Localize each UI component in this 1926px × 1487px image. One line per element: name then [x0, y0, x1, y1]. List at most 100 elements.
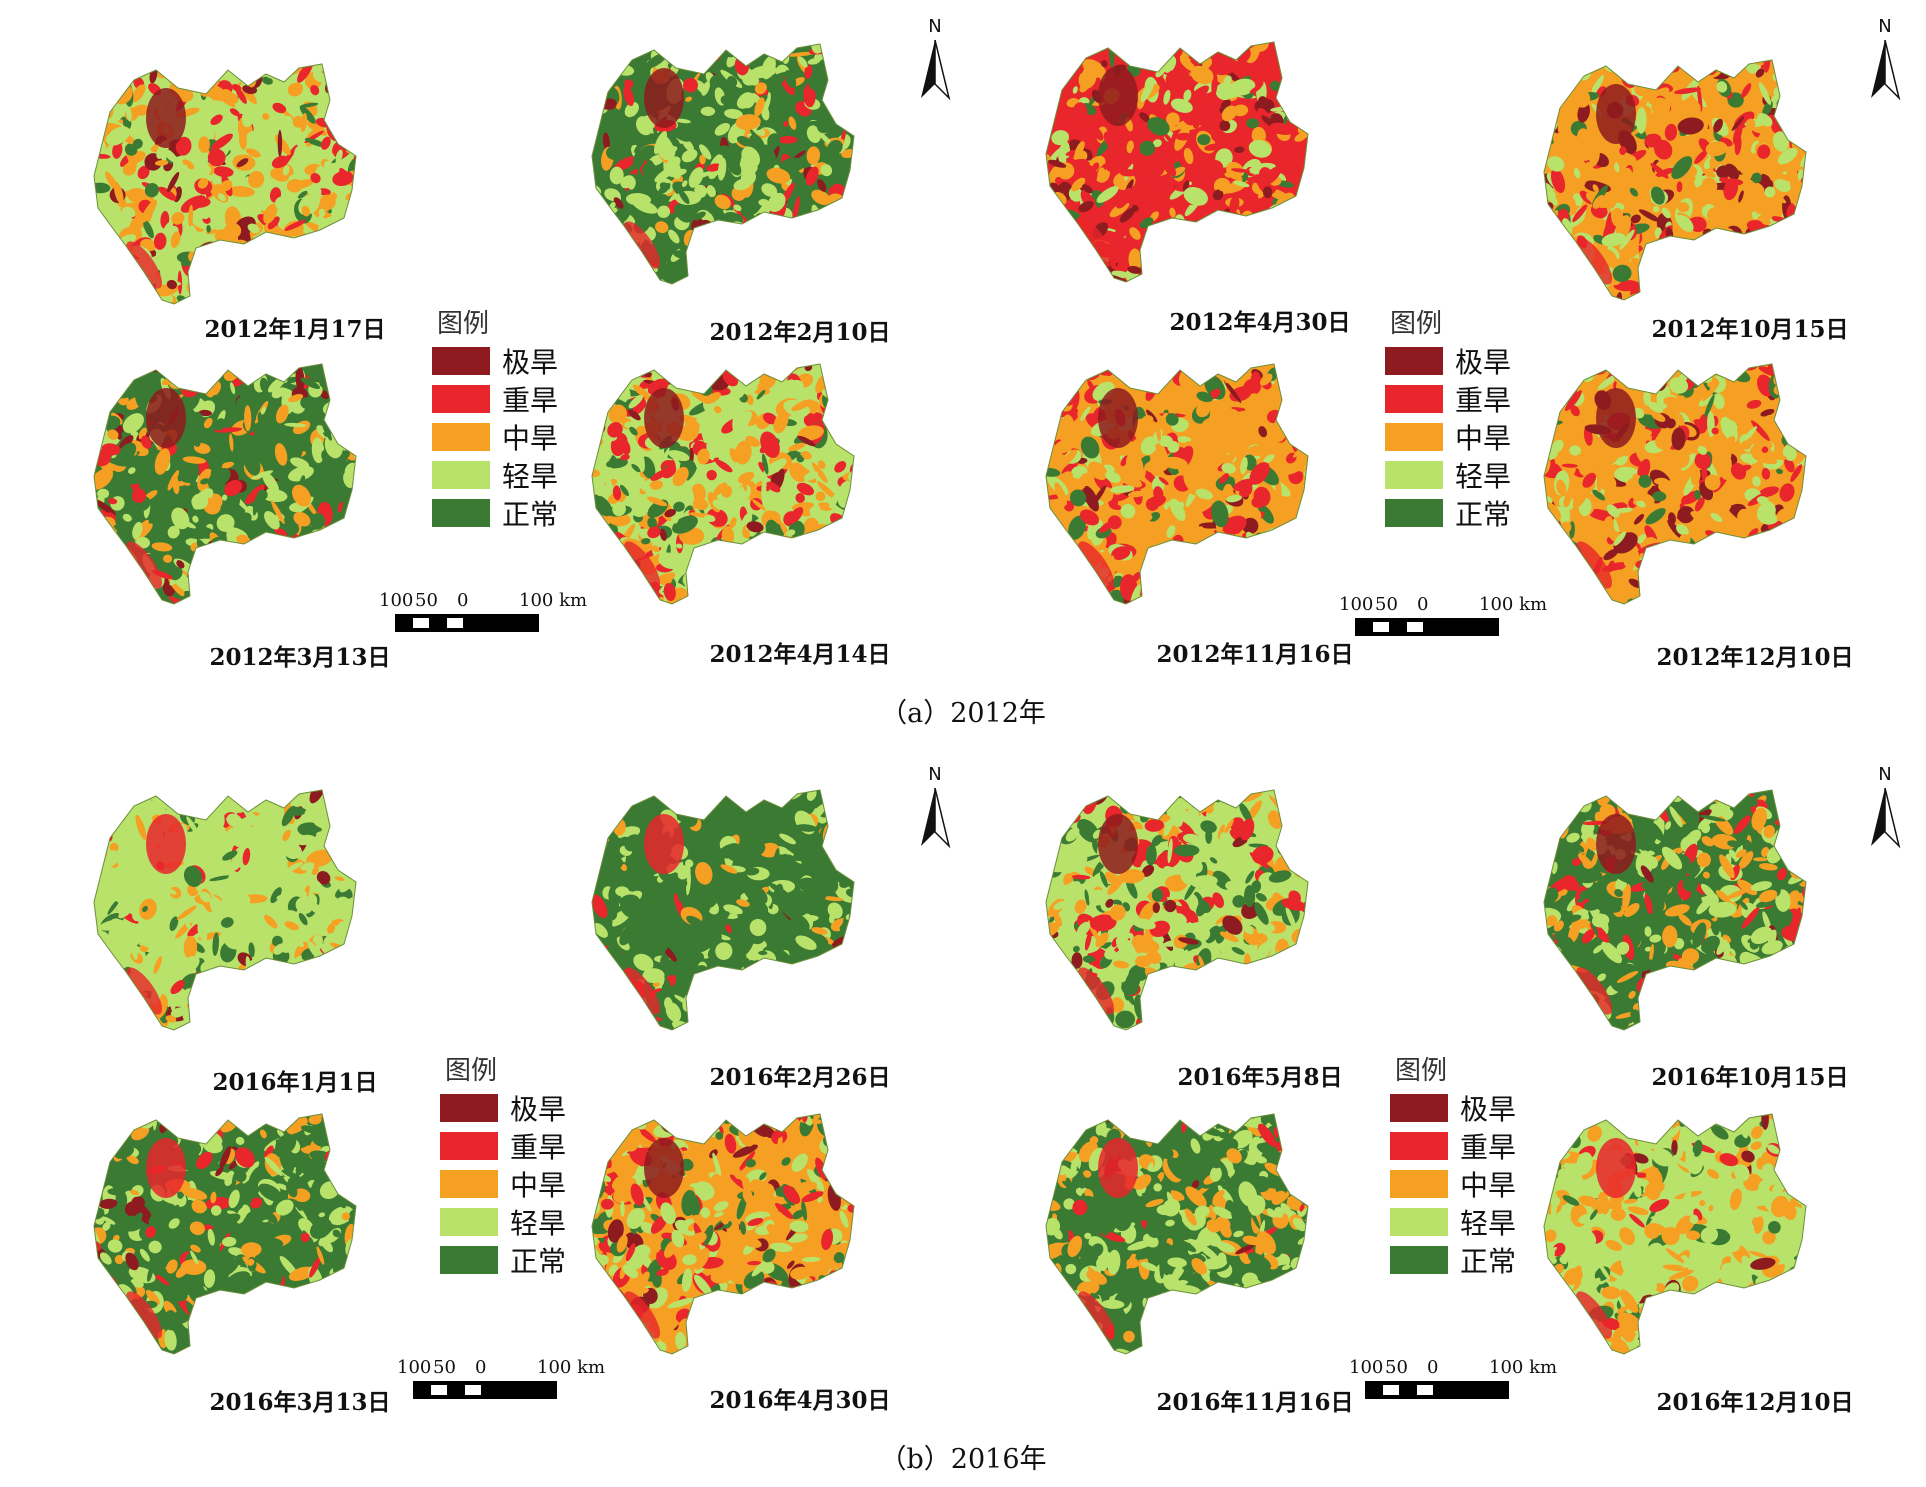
north-arrow-icon: N — [1871, 16, 1901, 101]
scale-tick-label: 100 — [1339, 594, 1373, 615]
legend-swatch — [440, 1246, 498, 1274]
legend-swatch — [1385, 347, 1443, 375]
legend-label: 极旱 — [510, 1093, 566, 1126]
drought-map — [93, 363, 357, 605]
drought-map — [1045, 1113, 1309, 1355]
legend-label: 重旱 — [1455, 384, 1511, 417]
legend-label: 正常 — [1455, 498, 1511, 531]
map-date-label: 2012年10月15日 — [1651, 316, 1848, 343]
scale-bar: 100 50 0 100 km — [1339, 594, 1547, 636]
scale-tick-label: 100 km — [537, 1357, 605, 1378]
legend-swatch — [1390, 1094, 1448, 1122]
drought-map — [1045, 363, 1309, 605]
map-date-label: 2016年3月13日 — [209, 1389, 390, 1416]
legend-label: 重旱 — [510, 1131, 566, 1164]
map-date-label: 2016年12月10日 — [1656, 1389, 1853, 1416]
scale-tick-label: 50 — [1375, 594, 1398, 615]
labels-layer: 2012年1月17日 2012年2月10日 2012年3月13日 2012年4月14日… — [204, 309, 1853, 1475]
legend-label: 中旱 — [510, 1169, 566, 1202]
map-date-label: 2012年4月30日 — [1169, 309, 1350, 336]
drought-map — [1543, 789, 1807, 1031]
legend-label: 正常 — [502, 498, 558, 531]
legend-label: 轻旱 — [1460, 1207, 1516, 1240]
map-date-label: 2012年12月10日 — [1656, 644, 1853, 671]
map-date-label: 2016年5月8日 — [1177, 1064, 1342, 1091]
legend-label: 中旱 — [502, 422, 558, 455]
drought-map — [591, 363, 855, 605]
scale-bar: 100 50 0 100 km — [397, 1357, 605, 1399]
drought-map — [591, 1113, 855, 1355]
north-arrow-icon: N — [921, 764, 951, 849]
legend-label: 极旱 — [1455, 346, 1511, 379]
drought-map — [1045, 41, 1309, 283]
legend-label: 轻旱 — [502, 460, 558, 493]
scale-tick-label: 0 — [457, 590, 468, 611]
map-date-label: 2016年11月16日 — [1156, 1389, 1353, 1416]
map-date-label: 2016年2月26日 — [709, 1064, 890, 1091]
legend-swatch — [1390, 1208, 1448, 1236]
scale-tick-label: 100 km — [519, 590, 587, 611]
drought-map — [93, 63, 357, 305]
drought-map — [93, 789, 357, 1031]
drought-map — [591, 789, 855, 1031]
panel-caption: （b）2016年 — [880, 1444, 1047, 1475]
north-arrow-icon: N — [1871, 764, 1901, 849]
legend-label: 重旱 — [502, 384, 558, 417]
drought-map — [93, 1113, 357, 1355]
legend-swatch — [440, 1208, 498, 1236]
map-date-label: 2016年1月1日 — [212, 1069, 377, 1096]
legend-swatch — [1390, 1132, 1448, 1160]
scale-tick-label: 50 — [1385, 1357, 1408, 1378]
scale-tick-label: 100 km — [1479, 594, 1547, 615]
legend-label: 中旱 — [1455, 422, 1511, 455]
map-date-label: 2012年11月16日 — [1156, 641, 1353, 668]
scale-tick-label: 100 — [397, 1357, 431, 1378]
legend-swatch — [1390, 1246, 1448, 1274]
legend-swatch — [1385, 423, 1443, 451]
legend-label: 极旱 — [1460, 1093, 1516, 1126]
legend-title: 图例 — [1395, 1056, 1447, 1086]
legend-swatch — [440, 1170, 498, 1198]
legend-layer: 图例极旱重旱中旱轻旱正常图例极旱重旱中旱轻旱正常图例极旱重旱中旱轻旱正常图例极旱… — [379, 16, 1901, 1399]
legend-swatch — [432, 499, 490, 527]
map-date-label: 2012年3月13日 — [209, 644, 390, 671]
legend-swatch — [432, 423, 490, 451]
map-date-label: 2016年10月15日 — [1651, 1064, 1848, 1091]
scale-tick-label: 50 — [415, 590, 438, 611]
map-date-label: 2012年4月14日 — [709, 641, 890, 668]
legend-swatch — [432, 347, 490, 375]
legend-title: 图例 — [445, 1056, 497, 1086]
legend-title: 图例 — [1390, 309, 1442, 339]
legend-swatch — [1385, 461, 1443, 489]
north-arrow-icon: N — [921, 16, 951, 101]
legend-label: 极旱 — [502, 346, 558, 379]
drought-map — [1045, 789, 1309, 1031]
drought-map — [1543, 59, 1807, 301]
legend-label: 中旱 — [1460, 1169, 1516, 1202]
legend-swatch — [440, 1132, 498, 1160]
scale-tick-label: 50 — [433, 1357, 456, 1378]
legend-label: 正常 — [510, 1245, 566, 1278]
scale-tick-label: 0 — [1417, 594, 1428, 615]
scale-bar: 100 50 0 100 km — [379, 590, 587, 632]
scale-tick-label: 100 — [379, 590, 413, 611]
scale-tick-label: 100 km — [1489, 1357, 1557, 1378]
legend-swatch — [432, 461, 490, 489]
map-date-label: 2012年2月10日 — [709, 319, 890, 346]
legend-title: 图例 — [437, 309, 489, 339]
drought-map — [1543, 1113, 1807, 1355]
legend-swatch — [1385, 499, 1443, 527]
legend-label: 轻旱 — [1455, 460, 1511, 493]
panel-caption: （a）2012年 — [880, 698, 1046, 729]
scale-tick-label: 0 — [1427, 1357, 1438, 1378]
scale-tick-label: 0 — [475, 1357, 486, 1378]
map-date-label: 2012年1月17日 — [204, 316, 385, 343]
legend-label: 轻旱 — [510, 1207, 566, 1240]
legend-label: 正常 — [1460, 1245, 1516, 1278]
legend-swatch — [1385, 385, 1443, 413]
drought-map — [591, 43, 855, 285]
